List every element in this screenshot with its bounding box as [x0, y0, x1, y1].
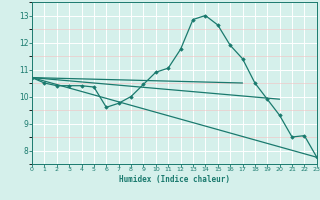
- X-axis label: Humidex (Indice chaleur): Humidex (Indice chaleur): [119, 175, 230, 184]
